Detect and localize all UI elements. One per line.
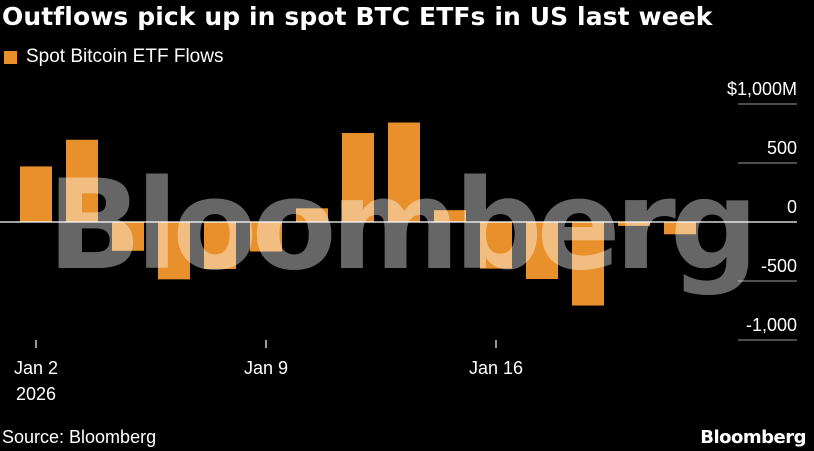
x-tick-label: Jan 16 <box>469 358 523 378</box>
y-tick-label: 0 <box>787 197 797 217</box>
legend-swatch <box>4 50 17 64</box>
legend-label: Spot Bitcoin ETF Flows <box>26 46 224 67</box>
y-tick-label: $1,000M <box>727 79 797 99</box>
bar <box>618 222 650 226</box>
bar <box>342 133 374 222</box>
chart-title: Outflows pick up in spot BTC ETFs in US … <box>2 2 713 31</box>
bar <box>480 222 512 269</box>
bar <box>66 139 98 222</box>
x-tick-label: Jan 2 <box>14 358 58 378</box>
bar <box>296 208 328 222</box>
x-tick-label: Jan 9 <box>244 358 288 378</box>
bar <box>250 222 282 252</box>
bar <box>388 122 420 222</box>
bar <box>204 222 236 269</box>
bar <box>158 222 190 280</box>
source-note: Source: Bloomberg <box>2 427 157 447</box>
bar <box>664 222 696 235</box>
bar <box>112 222 144 251</box>
watermark: Bloomberg <box>47 154 752 298</box>
bar <box>572 222 604 306</box>
brand-logo: Bloomberg <box>700 427 806 448</box>
bar <box>434 210 466 222</box>
bar <box>526 222 558 279</box>
bar <box>20 166 52 222</box>
x-tick-sublabel: 2026 <box>16 384 56 404</box>
legend: Spot Bitcoin ETF Flows <box>4 45 223 69</box>
y-tick-label: -500 <box>761 256 797 276</box>
y-tick-label: -1,000 <box>746 315 797 335</box>
y-tick-label: 500 <box>767 138 797 158</box>
